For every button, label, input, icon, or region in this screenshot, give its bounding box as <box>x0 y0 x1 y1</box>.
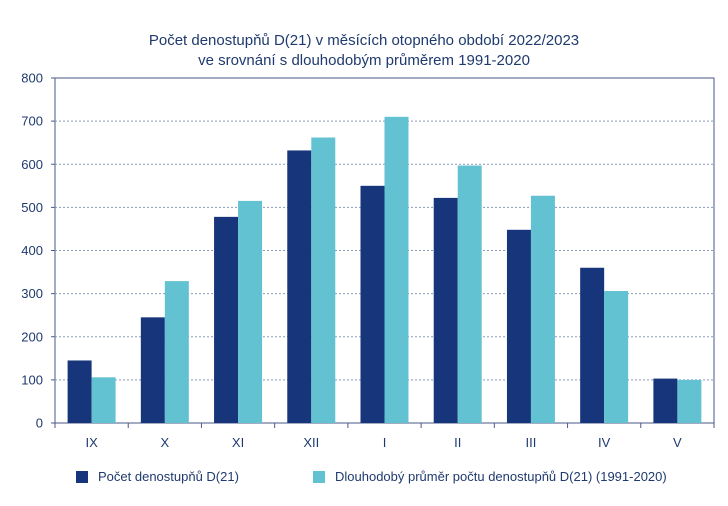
y-tick-label: 500 <box>21 200 43 215</box>
bar-actual <box>580 267 605 423</box>
bar-actual <box>287 150 312 423</box>
bar-average <box>91 377 116 423</box>
y-tick-label: 0 <box>36 416 43 431</box>
x-tick-label: XII <box>303 435 319 450</box>
bar-actual <box>214 216 239 423</box>
bar-actual <box>506 229 531 423</box>
bar-average <box>530 195 555 423</box>
y-tick-label: 200 <box>21 329 43 344</box>
legend-label-average: Dlouhodobý průměr počtu denostupňů D(21)… <box>335 469 667 484</box>
bar-actual <box>360 185 385 423</box>
bar-actual <box>67 360 92 423</box>
bar-average <box>457 165 482 423</box>
bar-average <box>677 379 702 423</box>
x-tick-label: I <box>383 435 387 450</box>
x-tick-label: IV <box>598 435 611 450</box>
x-tick-label: II <box>454 435 461 450</box>
legend-item-average: Dlouhodobý průměr počtu denostupňů D(21)… <box>313 469 667 484</box>
bar-average <box>238 200 263 423</box>
legend-swatch-actual <box>76 470 88 483</box>
bar-average <box>604 291 629 423</box>
x-tick-label: V <box>673 435 682 450</box>
x-tick-label: XI <box>232 435 244 450</box>
bar-average <box>311 137 336 423</box>
bar-actual <box>653 378 678 423</box>
x-tick-label: X <box>160 435 169 450</box>
x-tick-label: III <box>526 435 537 450</box>
y-tick-label: 700 <box>21 114 43 129</box>
chart-subtitle: ve srovnání s dlouhodobým průměrem 1991-… <box>198 52 530 69</box>
legend: Počet denostupňů D(21) Dlouhodobý průměr… <box>0 469 728 489</box>
y-tick-label: 400 <box>21 243 43 258</box>
y-tick-label: 300 <box>21 286 43 301</box>
bar-actual <box>433 197 458 423</box>
y-tick-label: 100 <box>21 372 43 387</box>
legend-label-actual: Počet denostupňů D(21) <box>98 469 239 484</box>
legend-swatch-average <box>313 470 325 483</box>
y-tick-label: 800 <box>21 71 43 86</box>
legend-item-actual: Počet denostupňů D(21) <box>76 469 239 484</box>
bar-average <box>384 116 409 423</box>
chart-title: Počet denostupňů D(21) v měsících otopné… <box>148 32 580 49</box>
bar-average <box>164 281 189 423</box>
y-tick-label: 600 <box>21 157 43 172</box>
x-tick-label: IX <box>85 435 98 450</box>
bar-actual <box>140 317 165 423</box>
